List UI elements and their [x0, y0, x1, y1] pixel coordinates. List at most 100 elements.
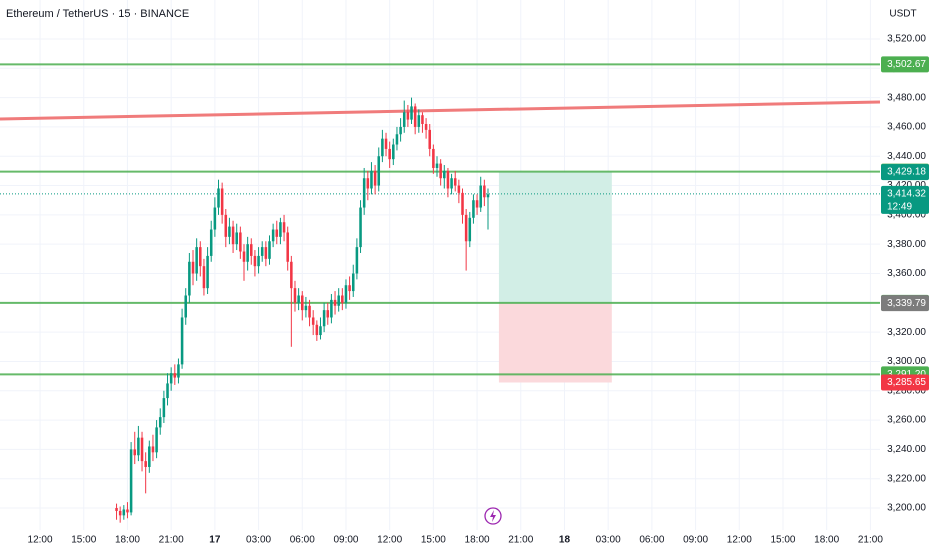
x-tick-label: 09:00 — [333, 535, 358, 546]
candle-body — [253, 255, 257, 267]
candle-body — [250, 244, 253, 256]
candle-body — [315, 324, 319, 336]
candle-body — [322, 310, 326, 327]
candle-body — [129, 449, 133, 513]
x-tick-label: 06:00 — [290, 535, 315, 546]
lightning-icon[interactable] — [484, 507, 502, 525]
x-tick-label: 12:00 — [28, 535, 53, 546]
candle-body — [359, 207, 362, 248]
candle-body — [384, 138, 388, 149]
candle-body — [311, 317, 315, 325]
y-tick-label: 3,420.00 — [887, 180, 926, 191]
candle-body — [151, 446, 155, 453]
y-tick-label: 3,460.00 — [887, 122, 926, 133]
candle-body — [483, 185, 486, 198]
last-price-label: 3,414.32 — [887, 189, 926, 200]
candle-body — [443, 170, 446, 179]
candle-body — [457, 185, 461, 193]
candle-body — [300, 295, 304, 311]
candle-body — [370, 170, 373, 189]
candle-body — [268, 241, 271, 259]
candle-body — [446, 170, 450, 189]
plot — [0, 63, 881, 523]
icon-bolt — [490, 510, 496, 522]
candle-body — [144, 461, 147, 467]
candle-body — [206, 255, 209, 289]
candle-body — [330, 299, 333, 318]
candle-body — [184, 295, 188, 318]
x-tick-label: 06:00 — [639, 535, 664, 546]
candle-body — [224, 214, 228, 237]
candle-body — [297, 295, 300, 303]
y-tick-label: 3,300.00 — [887, 356, 926, 367]
candle-body — [464, 214, 468, 242]
candle-body — [355, 247, 359, 274]
candle-body — [377, 156, 381, 186]
candle-body — [264, 247, 268, 259]
candle-body — [118, 510, 122, 516]
candle-body — [166, 383, 169, 399]
y-tick-label: 3,220.00 — [887, 473, 926, 484]
x-tick-label: 15:00 — [71, 535, 96, 546]
grid — [0, 0, 880, 530]
candle-body — [381, 138, 384, 157]
candle-body — [472, 200, 475, 218]
candle-body — [417, 115, 421, 127]
candle-body — [479, 185, 482, 208]
candle-body — [373, 170, 377, 186]
candle-body — [395, 134, 399, 145]
candle-body — [351, 273, 355, 292]
candle-body — [421, 115, 424, 124]
candle-body — [133, 449, 137, 456]
candle-body — [239, 232, 242, 252]
countdown-label: 12:49 — [887, 202, 912, 213]
candle-body — [439, 163, 442, 179]
y-tick-label: 3,480.00 — [887, 92, 926, 103]
candle-body — [402, 112, 406, 127]
chart-title: Ethereum / TetherUS · 15 · BINANCE — [6, 8, 189, 20]
candle-body — [362, 178, 366, 208]
candle-body — [188, 261, 191, 296]
last-price-badge — [881, 185, 929, 214]
y-tick-label: 3,280.00 — [887, 385, 926, 396]
candle-body — [231, 226, 235, 245]
x-tick-label: 18 — [559, 535, 571, 546]
candle-body — [435, 163, 439, 168]
candle-body — [275, 229, 279, 237]
candle-body — [148, 446, 151, 467]
y-tick-label: 3,320.00 — [887, 327, 926, 338]
candle-body — [209, 229, 213, 256]
x-tick-label: 15:00 — [770, 535, 795, 546]
candle-body — [228, 226, 231, 237]
candle-body — [173, 373, 177, 378]
candle-body — [140, 437, 144, 462]
candle-body — [162, 398, 166, 418]
y-tick-label: 3,380.00 — [887, 239, 926, 250]
target-label: 3,429.18 — [887, 167, 926, 178]
y-tick-label: 3,200.00 — [887, 503, 926, 514]
level-label: 3,502.67 — [887, 59, 926, 70]
candle-body — [180, 317, 184, 365]
stop-label: 3,285.65 — [887, 377, 926, 388]
candle-body — [461, 192, 464, 215]
candle-body — [242, 251, 246, 262]
level-badge — [881, 56, 929, 73]
candle-body — [177, 364, 180, 378]
candle-body — [341, 295, 344, 303]
candle-body — [486, 194, 490, 198]
candle-body — [344, 285, 348, 303]
candle-body — [410, 106, 413, 120]
x-tick-label: 21:00 — [508, 535, 533, 546]
candle-body — [304, 305, 308, 311]
entry-badge — [881, 295, 929, 312]
candle-body — [326, 310, 330, 318]
price-axis: 3,200.00 3,220.00 3,240.00 3,260.00 3,280.00… — [28, 34, 929, 546]
candle-body — [453, 178, 457, 186]
x-tick-label: 09:00 — [683, 535, 708, 546]
candle-body — [257, 255, 260, 267]
loss-zone — [498, 303, 612, 383]
candle-body — [366, 178, 370, 189]
candle-body — [432, 148, 435, 168]
